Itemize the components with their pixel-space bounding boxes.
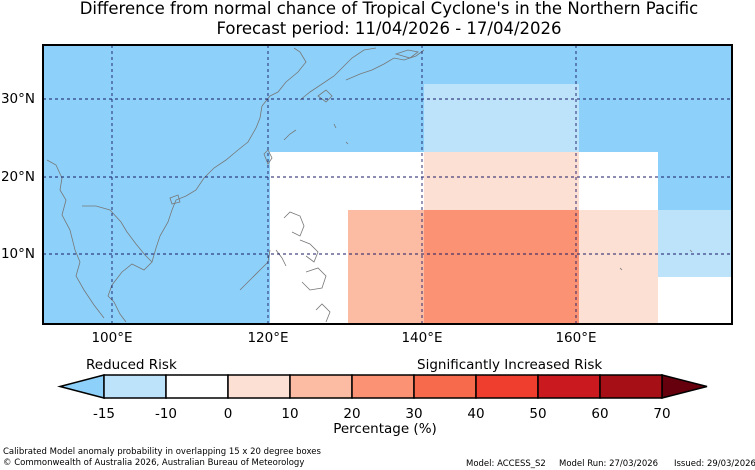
anomaly-cell-neutral-west <box>270 152 348 324</box>
colorbar-tick-label: -10 <box>154 406 178 422</box>
reduced-risk-label: Reduced Risk <box>86 357 177 373</box>
forecast-period: Forecast period: 11/04/2026 - 17/04/2026 <box>216 19 562 38</box>
coastline-pacific-islands <box>333 123 693 271</box>
coastline-palawan <box>275 249 287 267</box>
colorbar-segment <box>289 374 353 399</box>
coastline-japan <box>345 49 425 81</box>
colorbar-axis-label: Percentage (%) <box>333 421 437 437</box>
anomaly-cell-reduced-north <box>424 84 579 152</box>
colorbar-tick-label: 40 <box>467 406 485 422</box>
coastlines <box>46 47 693 323</box>
colorbar-tick-label: 10 <box>281 406 299 422</box>
coastline-china <box>185 105 263 197</box>
coastline-korean-peninsula <box>299 47 377 101</box>
colorbar-tick-label: 60 <box>591 406 609 422</box>
coastline-ryukyu <box>283 129 297 141</box>
colorbar-tick-label: 0 <box>223 406 233 422</box>
lat-label-20n: 20°N <box>0 169 35 185</box>
anomaly-cell-reduced-east <box>658 210 732 277</box>
coastline-visayas <box>299 239 319 263</box>
colorbar-tick-label: 20 <box>343 406 361 422</box>
colorbar-tick-label: -15 <box>92 406 116 422</box>
coastline-sulawesi <box>315 303 331 323</box>
coastline-mindanao <box>301 267 327 291</box>
colorbar-extend-low <box>57 374 105 399</box>
lon-label-100e: 100°E <box>91 330 133 346</box>
issued-date: Issued: 29/03/2026 <box>674 459 755 469</box>
colorbar-segment <box>227 374 291 399</box>
colorbar-segment <box>475 374 539 399</box>
colorbar-segment <box>165 374 229 399</box>
model-name: Model: ACCESS_S2 <box>466 459 546 469</box>
coastline-hokkaido <box>394 49 419 59</box>
lon-label-120e: 120°E <box>247 330 289 346</box>
anomaly-cell-increased-north <box>424 152 579 210</box>
lat-label-10n: 10°N <box>0 246 35 262</box>
increased-risk-label: Significantly Increased Risk <box>417 357 603 373</box>
coastline-hainan <box>169 194 181 205</box>
colorbar-segment <box>537 374 601 399</box>
colorbar-segment <box>351 374 415 399</box>
coastline-borneo <box>239 249 271 291</box>
colorbar-segment <box>103 374 167 399</box>
coastline-vietnam <box>151 195 187 263</box>
coastline-luzon <box>283 211 305 237</box>
anomaly-cell-neutral-central <box>348 152 424 210</box>
coastline-korea <box>261 47 307 107</box>
map-title: Difference from normal chance of Tropica… <box>79 0 699 18</box>
anomaly-cell-neutral-southeast <box>658 277 732 324</box>
coastline-taiwan <box>263 149 273 165</box>
anomaly-cell-neutral-east <box>579 152 658 210</box>
colorbar-tick-label: 70 <box>653 406 671 422</box>
model-run: Model Run: 27/03/2026 <box>559 459 659 469</box>
coastline-asia <box>46 159 105 319</box>
colorbar-tick-label: 30 <box>405 406 423 422</box>
colorbar-extend-high <box>661 374 708 399</box>
graticule <box>43 45 732 324</box>
coastline-malay-peninsula <box>107 295 127 323</box>
lat-label-30n: 30°N <box>0 91 35 107</box>
coastline-indochina <box>82 205 153 297</box>
map-frame <box>42 44 733 325</box>
colorbar <box>57 374 708 399</box>
colorbar-segment <box>413 374 477 399</box>
anomaly-cell-increased-west <box>348 210 424 324</box>
copyright: © Commonwealth of Australia 2026, Austra… <box>3 458 305 468</box>
colorbar-tick-label: 50 <box>529 406 547 422</box>
anomaly-cell-increased-core <box>424 210 579 324</box>
footnote: Calibrated Model anomaly probability in … <box>3 447 321 457</box>
anomaly-cell-increased-east <box>579 210 658 324</box>
lon-label-160e: 160°E <box>555 330 597 346</box>
coastline-kyushu <box>317 89 333 103</box>
colorbar-segment <box>599 374 663 399</box>
lon-label-140e: 140°E <box>401 330 443 346</box>
